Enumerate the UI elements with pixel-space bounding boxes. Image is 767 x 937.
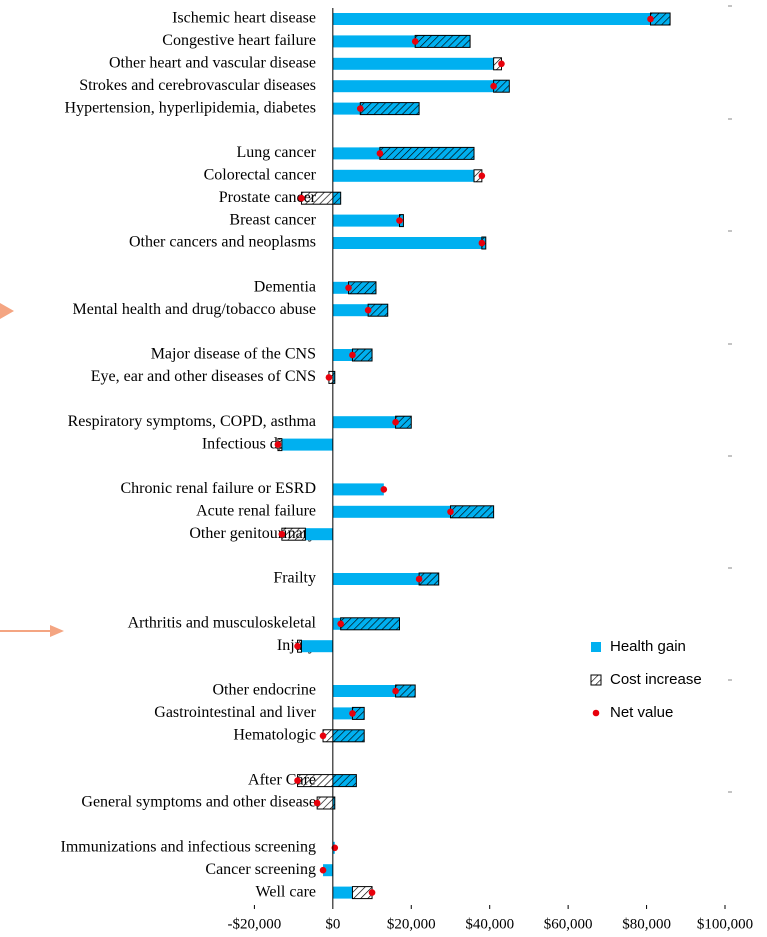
health-bar (301, 640, 333, 653)
category-label: Hypertension, hyperlipidemia, diabetes (65, 99, 316, 116)
cost-bar (379, 146, 475, 160)
legend-label: Health gain (610, 638, 686, 655)
net-dot (392, 418, 399, 426)
net-dot (380, 486, 388, 493)
cost-bar (300, 191, 342, 205)
cost-bar (449, 505, 495, 519)
category-label: Ischemic heart disease (172, 10, 316, 27)
net-dot (415, 575, 423, 583)
net-dot (345, 284, 352, 292)
net-dot (376, 150, 384, 157)
net-dot (368, 889, 376, 896)
category-label: Dementia (254, 278, 316, 295)
cost-bar (322, 729, 365, 743)
category-label: General symptoms and other disease (81, 794, 316, 811)
category-label: Well care (256, 883, 316, 900)
health-bar (323, 864, 333, 877)
net-dot (274, 441, 282, 448)
health-bar (305, 528, 333, 541)
health-bar (332, 886, 353, 899)
category-label: Hematologic (233, 726, 316, 743)
category-label: Arthritis and musculoskeletal (128, 614, 317, 631)
x-tick-label: $0 (325, 916, 340, 932)
net-dot (392, 687, 399, 695)
cost-bar (340, 617, 401, 631)
net-dot (478, 172, 486, 180)
cost-bar (414, 34, 471, 48)
health-bar (281, 438, 333, 451)
legend-swatch (590, 674, 602, 686)
category-label: Congestive heart failure (162, 32, 316, 49)
category-label: Acute renal failure (196, 502, 316, 519)
net-dot (319, 866, 327, 874)
x-tick-label: $20,000 (387, 916, 436, 932)
net-dot (490, 82, 497, 90)
legend-swatch (592, 709, 600, 717)
category-label: Mental health and drug/tobacco abuse (73, 301, 316, 318)
net-dot (349, 351, 356, 359)
x-tick-label: $40,000 (465, 916, 514, 932)
net-dot (478, 239, 486, 247)
category-label: Frailty (273, 570, 316, 587)
cost-bar (359, 102, 420, 116)
net-dot (364, 306, 372, 314)
cost-bar (281, 527, 306, 541)
health-bar (332, 573, 439, 585)
category-label: Cancer screening (205, 861, 316, 878)
net-dot (294, 642, 301, 650)
category-label: Breast cancer (229, 211, 316, 228)
net-dot (411, 38, 419, 45)
net-dot (294, 777, 301, 784)
category-label: Eye, ear and other diseases of CNS (91, 368, 316, 385)
arrow (0, 303, 14, 319)
legend-label: Cost increase (610, 671, 702, 688)
health-bar (332, 416, 412, 429)
net-dot (313, 799, 321, 807)
decor (728, 5, 732, 793)
net-dot (298, 194, 305, 202)
category-label: Major disease of the CNS (151, 346, 316, 363)
category-label: Other heart and vascular disease (109, 54, 316, 71)
net-dot (319, 732, 327, 740)
health-bar (332, 237, 486, 249)
category-label: Lung cancer (236, 144, 316, 161)
health-bar (332, 214, 404, 227)
category-label: Chronic renal failure or ESRD (121, 480, 317, 497)
category-label: Other cancers and neoplasms (129, 234, 316, 251)
net-dot (498, 60, 505, 68)
x-tick-label: $100,000 (697, 916, 753, 932)
category-label: Gastrointestinal and liver (154, 704, 316, 721)
health-bar (332, 80, 510, 93)
net-dot (349, 710, 356, 717)
arrow (0, 625, 64, 637)
category-label: Immunizations and infectious screening (61, 838, 316, 855)
health-bar (332, 483, 384, 496)
health-bar (332, 57, 494, 70)
health-bar (332, 13, 671, 25)
legend-swatch (591, 642, 601, 652)
cost-bar (297, 774, 357, 788)
legend-label: Net value (610, 704, 673, 721)
category-label: Colorectal cancer (204, 166, 317, 183)
category-label: Prostate cancer (219, 189, 317, 206)
category-label: Other endocrine (212, 682, 316, 699)
net-dot (337, 620, 344, 628)
cost-bar (348, 281, 377, 295)
x-tick-label: $60,000 (544, 916, 593, 932)
x-tick-label: -$20,000 (228, 916, 282, 932)
health-bar (332, 169, 475, 182)
net-dot (325, 374, 333, 381)
net-dot (278, 530, 286, 538)
category-label: Strokes and cerebrovascular diseases (79, 77, 316, 94)
net-dot (356, 105, 364, 112)
x-tick-label: $80,000 (622, 916, 671, 932)
net-dot (447, 508, 454, 516)
net-dot (647, 15, 654, 23)
category-label: Respiratory symptoms, COPD, asthma (68, 413, 316, 430)
net-dot (396, 217, 403, 224)
